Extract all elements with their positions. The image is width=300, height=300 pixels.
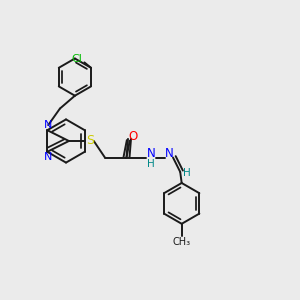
Text: H: H: [147, 159, 154, 169]
Text: S: S: [86, 134, 94, 148]
Text: N: N: [44, 120, 53, 130]
Text: N: N: [146, 147, 155, 161]
Text: O: O: [129, 130, 138, 143]
Text: H: H: [183, 168, 191, 178]
Text: Cl: Cl: [71, 54, 82, 64]
Text: N: N: [165, 147, 173, 161]
Text: CH₃: CH₃: [172, 237, 191, 248]
Text: N: N: [44, 152, 53, 162]
